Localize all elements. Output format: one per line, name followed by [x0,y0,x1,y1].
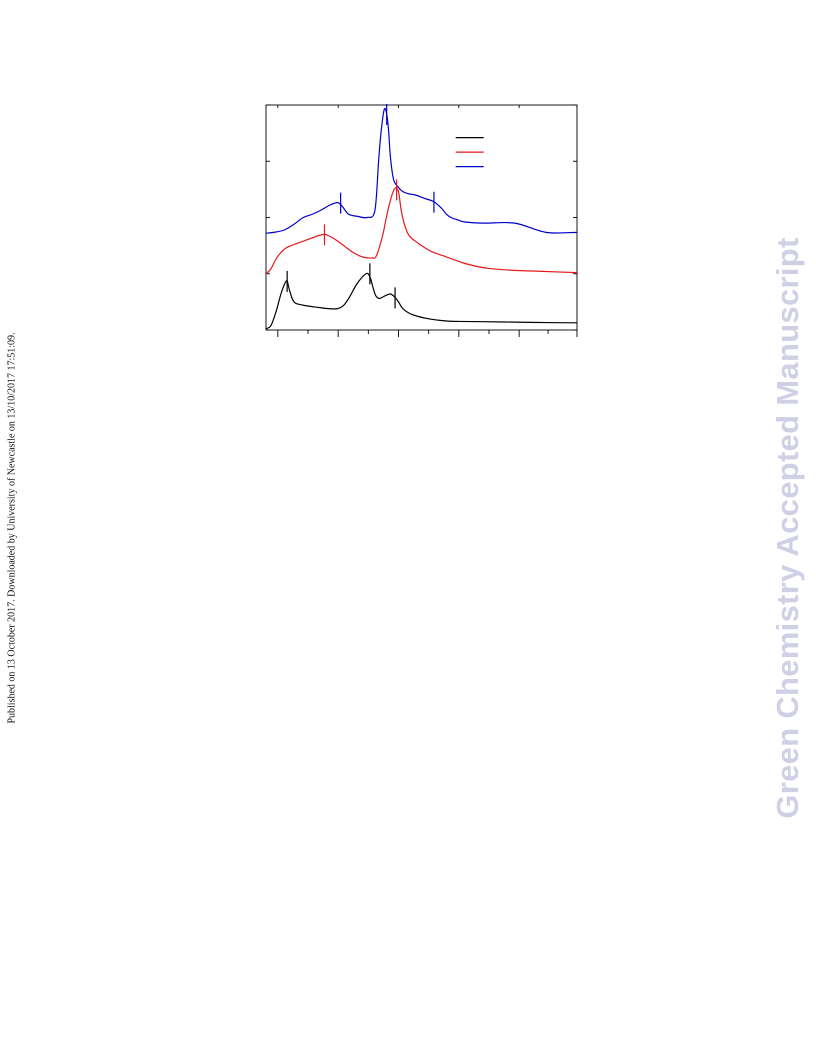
spectrum-line-1 [265,187,578,275]
legend [455,137,484,168]
spectrum-line-0 [265,272,578,330]
peak-markers [286,104,435,309]
spectra-curves [265,107,578,330]
axis-ticks [266,104,578,337]
spectrum-line-2 [265,107,578,234]
plot-frame [265,104,578,331]
